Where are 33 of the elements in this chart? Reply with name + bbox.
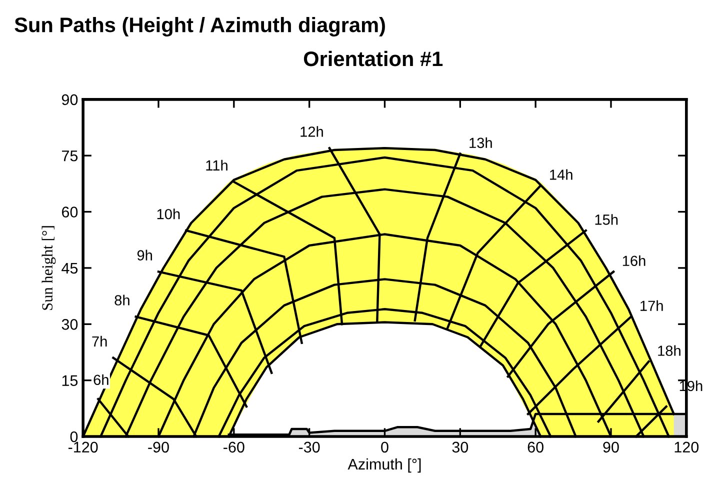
annotation: 12h [300,126,323,137]
x-tick-label: -120 [68,442,98,453]
annotation: 11h [206,160,228,170]
x-tick-label: 30 [452,442,468,453]
x-tick-label: -90 [148,442,169,453]
annotation: 8h [114,294,130,306]
annotation: 7h [92,336,107,346]
annotation: 6h [94,374,108,386]
x-tick-label: 120 [674,442,699,453]
annotation: 10h [157,208,180,220]
y-tick-label: 60 [62,206,78,218]
x-tick-label: 60 [528,442,544,453]
chart-subtitle: Orientation #1 [304,50,443,66]
annotation: 17h [640,300,663,311]
x-tick-label: 90 [603,442,619,453]
y-tick-label: 90 [62,94,78,106]
y-axis-title: Sun height [°] [42,226,56,310]
annotation: 15h [595,214,618,225]
x-tick-label: 0 [381,442,388,453]
annotation: 13h [470,137,492,148]
y-tick-label: 30 [62,319,78,330]
annotation: 14h [550,169,572,180]
x-axis-title: Azimuth [°] [348,458,421,473]
y-tick-label: 15 [62,375,78,386]
chart-title: Sun Paths (Height / Azimuth diagram) [14,16,385,36]
x-tick-label: -60 [224,442,244,453]
x-tick-label: -30 [298,442,320,453]
y-tick-label: 0 [70,431,78,442]
annotation: 9h [137,250,152,260]
annotation: 18h [658,345,680,356]
y-tick-label: 45 [62,262,78,274]
y-tick-label: 75 [62,150,78,162]
annotation: 16h [622,255,646,266]
